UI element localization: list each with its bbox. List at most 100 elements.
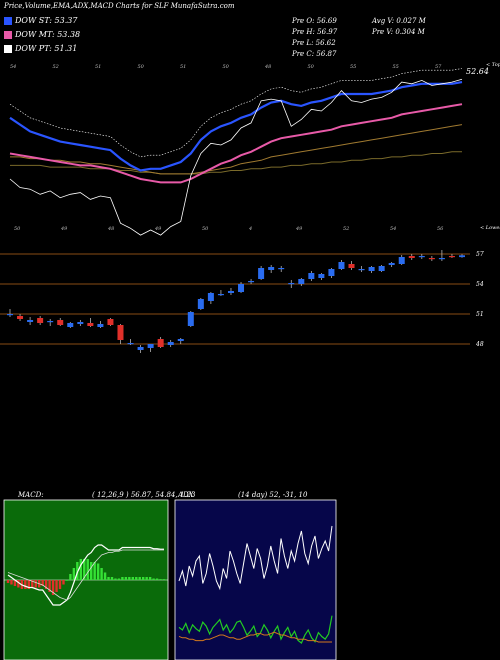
- ema-top-tick-label: 55: [393, 64, 399, 70]
- legend-swatch-pt: [4, 44, 12, 53]
- legend-dow-pt: DOW PT: 51.31: [4, 44, 77, 53]
- macd-histogram-bar: [117, 578, 121, 580]
- candle-body: [338, 262, 345, 269]
- price-close-line: [9, 78, 463, 236]
- macd-histogram-bar: [17, 580, 20, 588]
- legend-swatch-mt: [4, 30, 12, 39]
- candle-body: [288, 283, 295, 285]
- adx-background: [174, 499, 337, 660]
- ema-st-line: [9, 81, 463, 172]
- candle-body: [77, 322, 84, 324]
- price-level-label: 51: [476, 311, 484, 318]
- candle-body: [37, 318, 44, 323]
- candle-body: [348, 264, 355, 268]
- candle-body: [388, 263, 395, 265]
- ema-bottom-tick-label: 56: [437, 226, 444, 232]
- price-level-label: 54: [476, 281, 484, 288]
- candle-body: [7, 314, 13, 316]
- macd-histogram-bar: [100, 568, 103, 580]
- candle-body: [157, 339, 164, 347]
- candle-body: [378, 266, 385, 271]
- macd-histogram-bar: [44, 580, 48, 589]
- adx-params: (14 day) 52, -31, 10: [238, 491, 308, 499]
- macd-histogram-bar: [138, 577, 141, 580]
- ema-mt-line: [9, 103, 463, 184]
- legend-swatch-st: [4, 16, 12, 25]
- macd-params: ( 12,26,9 ) 56.87, 54.84, 1.23: [92, 491, 196, 499]
- candle-body: [87, 323, 94, 326]
- legend-dow-st-label: DOW ST: 53.37: [15, 16, 78, 25]
- candle-body: [67, 323, 74, 327]
- macd-histogram-bar: [34, 580, 37, 588]
- macd-histogram-bar: [69, 574, 72, 580]
- adx-label: ADX: [178, 491, 194, 499]
- stat-avg-volume: Avg V: 0.027 M: [372, 17, 426, 25]
- macd-histogram-bar: [162, 579, 166, 580]
- candle-body: [207, 293, 214, 301]
- macd-histogram-bar: [58, 580, 62, 589]
- macd-histogram-bar: [27, 580, 30, 589]
- macd-histogram-bar: [86, 559, 89, 580]
- adx-panel: [174, 499, 337, 660]
- macd-histogram-bar: [62, 580, 65, 585]
- macd-histogram-bar: [131, 577, 134, 580]
- candle-body: [97, 324, 104, 327]
- candle-body: [238, 284, 245, 292]
- macd-histogram-bar: [110, 577, 114, 580]
- macd-histogram-bar: [121, 577, 124, 580]
- price-level-label: 57: [476, 251, 484, 258]
- macd-histogram-bar: [124, 577, 128, 580]
- macd-histogram-bar: [79, 559, 82, 580]
- macd-histogram-bar: [90, 562, 93, 580]
- ema-last-value-label: 52.64: [466, 67, 489, 76]
- ema-top-tick-label: 50: [223, 64, 230, 70]
- ema-bottom-tick-label: 49: [60, 226, 68, 232]
- macd-histogram-bar: [148, 577, 152, 580]
- stat-pre-low: Pre L: 56.62: [292, 39, 336, 47]
- candle-body: [227, 291, 234, 293]
- candle-body: [137, 347, 144, 350]
- candle-body: [187, 312, 194, 326]
- adx-di-minus-line: [178, 615, 333, 644]
- candle-body: [127, 343, 134, 345]
- ema-top-tick-label: 48: [264, 64, 271, 70]
- macd-panel: [3, 499, 169, 660]
- macd-signal-line: [7, 549, 164, 601]
- macd-histogram-bar: [103, 572, 107, 580]
- macd-histogram-bar: [31, 580, 34, 588]
- ema-top-tick-label: 55: [350, 64, 356, 70]
- ema-panel: 54 52 51 50 51 50 48 50 55 55 57 < Topa 50 49 48 49 50 4 4…: [9, 62, 500, 236]
- macd-histogram-bar: [142, 577, 145, 580]
- legend-dow-st: DOW ST: 53.37: [4, 16, 77, 25]
- ema-bottom-tick-label: 48: [107, 226, 114, 232]
- candle-body: [167, 342, 174, 345]
- candle-body: [248, 281, 255, 283]
- candle-body: [438, 258, 445, 260]
- macd-label: MACD:: [18, 491, 44, 499]
- chart-title: Price,Volume,EMA,ADX,MACD Charts for SLF…: [4, 2, 235, 10]
- adx-di-plus-line: [178, 525, 333, 591]
- candle-body: [328, 269, 335, 276]
- macd-histogram-bar: [65, 580, 69, 581]
- ema-top-tick-label: 50: [138, 64, 145, 70]
- stat-pre-close: Pre C: 56.87: [292, 50, 337, 58]
- macd-histogram-bar: [83, 559, 86, 580]
- stat-pre-open: Pre O: 56.69: [292, 17, 337, 25]
- ema-top-tick-label: 51: [180, 64, 186, 70]
- macd-histogram-bar: [10, 580, 13, 585]
- macd-histogram-bar: [13, 580, 17, 586]
- macd-histogram-bar: [51, 580, 55, 595]
- macd-histogram-bar: [93, 562, 96, 580]
- candle-body: [107, 319, 114, 325]
- macd-histogram-bar: [41, 580, 44, 586]
- candle-body: [47, 321, 54, 323]
- candle-body: [217, 294, 224, 296]
- ema-top-tick-label: 52: [53, 64, 59, 70]
- candle-body: [147, 344, 154, 348]
- ema-bottom-tick-label: 49: [295, 226, 303, 232]
- ema-bottom-tick-label: 49: [154, 226, 162, 232]
- candle-body: [358, 269, 365, 271]
- macd-histogram-bar: [76, 562, 79, 580]
- macd-histogram-bar: [135, 577, 138, 580]
- candle-body: [258, 268, 265, 279]
